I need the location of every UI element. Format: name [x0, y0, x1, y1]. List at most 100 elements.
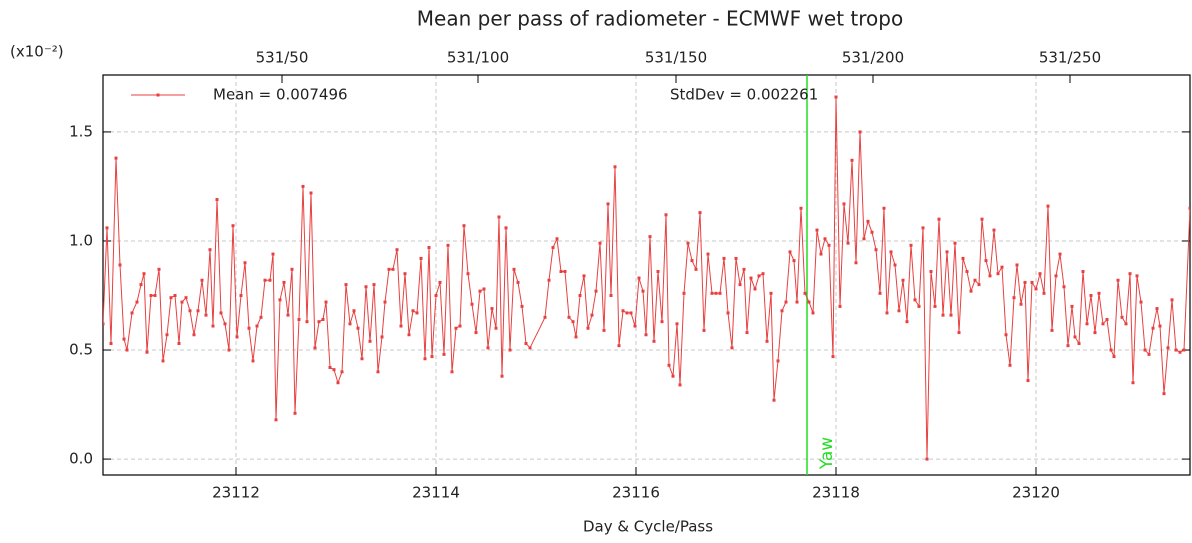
data-point	[125, 348, 129, 352]
data-point	[419, 256, 423, 260]
data-point	[348, 322, 352, 326]
data-point	[1147, 352, 1151, 356]
data-point	[427, 246, 431, 250]
data-point	[430, 355, 434, 359]
data-point	[223, 322, 227, 326]
data-point	[730, 346, 734, 350]
data-point	[188, 309, 192, 313]
data-point	[247, 326, 251, 330]
data-point	[415, 311, 419, 315]
data-point	[664, 213, 668, 217]
data-point	[718, 291, 722, 295]
data-point	[165, 333, 169, 337]
data-point	[462, 224, 466, 228]
data-point	[1042, 291, 1046, 295]
data-point	[788, 250, 792, 254]
y-tick-label: 1.5	[69, 122, 93, 140]
data-point	[118, 263, 122, 267]
data-point	[823, 237, 827, 241]
data-point	[842, 202, 846, 206]
data-point	[831, 355, 835, 359]
data-point	[769, 291, 773, 295]
data-point	[157, 267, 161, 271]
data-point	[149, 294, 153, 298]
data-point	[567, 315, 571, 319]
data-point	[438, 280, 442, 284]
data-point	[749, 276, 753, 280]
data-point	[1004, 333, 1008, 337]
data-point	[799, 206, 803, 210]
data-point	[407, 333, 411, 337]
data-point	[559, 270, 563, 274]
data-point	[1093, 331, 1097, 335]
data-point	[722, 256, 726, 260]
data-point	[434, 294, 438, 298]
data-point	[130, 311, 134, 315]
data-point	[446, 243, 450, 247]
data-point	[490, 307, 494, 311]
data-point	[909, 243, 913, 247]
data-point	[255, 324, 259, 328]
x2-tick-label: 531/250	[1039, 49, 1101, 67]
data-point	[1128, 272, 1132, 276]
data-point	[1188, 206, 1190, 210]
data-point	[494, 326, 498, 330]
series-line	[103, 96, 1190, 460]
data-point	[1077, 341, 1081, 345]
data-point	[563, 270, 567, 274]
data-point	[450, 370, 454, 374]
data-point	[1105, 317, 1109, 321]
data-point	[336, 381, 340, 385]
data-point	[706, 252, 710, 256]
data-point	[957, 331, 961, 335]
data-point	[454, 326, 458, 330]
data-point	[901, 278, 905, 282]
data-point	[1019, 302, 1023, 306]
data-point	[929, 270, 933, 274]
data-point	[827, 243, 831, 247]
data-point	[208, 248, 212, 252]
data-point	[332, 368, 336, 372]
data-point	[1151, 326, 1155, 330]
data-point	[1089, 294, 1093, 298]
x2-tick-label: 531/150	[645, 49, 707, 67]
data-point	[889, 250, 893, 254]
data-point	[251, 359, 255, 363]
data-point	[1023, 280, 1027, 284]
data-point	[582, 274, 586, 278]
data-point	[105, 226, 109, 230]
data-point	[941, 313, 945, 317]
data-point	[313, 346, 317, 350]
data-point	[278, 298, 282, 302]
data-point	[1174, 348, 1178, 352]
y-unit-label: (x10⁻²)	[10, 43, 64, 61]
data-point	[1058, 252, 1062, 256]
data-point	[555, 237, 559, 241]
data-point	[512, 267, 516, 271]
data-point	[949, 313, 953, 317]
data-point	[380, 335, 384, 339]
data-point	[609, 294, 613, 298]
data-point	[1030, 280, 1034, 284]
data-point	[753, 287, 757, 291]
data-point	[227, 348, 231, 352]
data-point	[520, 304, 524, 308]
legend-marker	[156, 93, 160, 97]
data-point	[403, 272, 407, 276]
data-point	[846, 241, 850, 245]
data-point	[543, 315, 547, 319]
data-point	[180, 300, 184, 304]
data-point	[1085, 322, 1089, 326]
data-point	[263, 278, 267, 282]
data-point	[953, 241, 957, 245]
data-point	[617, 344, 621, 348]
data-point	[328, 365, 332, 369]
data-point	[376, 370, 380, 374]
data-point	[271, 252, 275, 256]
x-tick-label: 23112	[212, 484, 260, 502]
plot-frame	[102, 74, 1191, 476]
data-point	[1124, 322, 1128, 326]
data-point	[103, 322, 105, 326]
data-point	[656, 270, 660, 274]
data-point	[795, 300, 799, 304]
